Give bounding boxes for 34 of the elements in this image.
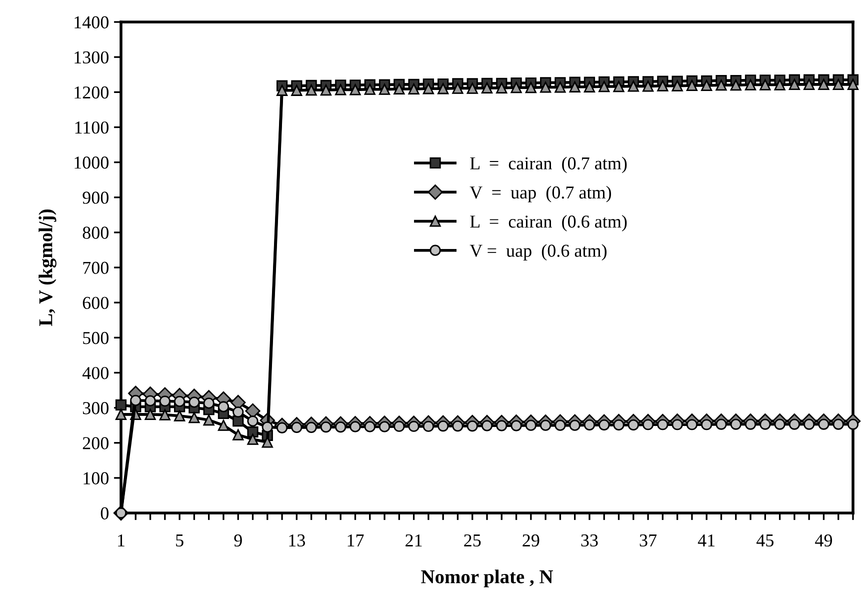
y-tick-label: 400 — [82, 366, 109, 380]
y-tick-label: 600 — [82, 296, 109, 310]
x-tick-label: 37 — [640, 534, 657, 547]
y-tick-label: 500 — [83, 332, 109, 344]
x-tick-label: 21 — [406, 534, 422, 546]
x-tick-label: 13 — [289, 534, 306, 547]
y-tick-label: 1200 — [74, 86, 109, 99]
y-tick-label: 0 — [100, 507, 109, 520]
y-tick-label: 1100 — [75, 121, 109, 134]
legend-label: L = cairan (0.6 atm) — [470, 215, 627, 232]
x-tick-label: 29 — [522, 534, 540, 547]
legend-label: V = uap (0.7 atm) — [470, 186, 612, 202]
legend-label: V = uap (0.6 atm) — [470, 244, 607, 261]
x-tick-label: 17 — [348, 534, 364, 546]
y-tick-label: 700 — [83, 262, 109, 274]
x-tick-label: 25 — [464, 534, 481, 547]
x-tick-label: 49 — [815, 534, 832, 547]
legend-label: L = cairan (0.7 atm) — [470, 156, 627, 174]
y-axis-title: L, V (kgmol/j) — [38, 210, 56, 326]
y-tick-label: 900 — [82, 192, 109, 204]
y-tick-label: 1400 — [74, 16, 109, 28]
x-axis-title: Nomor plate , N — [421, 570, 553, 588]
y-tick-label: 300 — [82, 402, 109, 414]
y-tick-label: 1000 — [74, 156, 109, 169]
x-tick-label: 33 — [581, 534, 598, 547]
x-tick-label: 5 — [176, 534, 184, 547]
x-tick-label: 41 — [698, 534, 715, 546]
x-tick-label: 1 — [118, 534, 124, 546]
x-tick-label: 9 — [234, 534, 242, 547]
y-tick-label: 800 — [82, 226, 109, 239]
x-tick-label: 45 — [756, 534, 774, 547]
y-tick-label: 200 — [82, 437, 109, 450]
y-tick-label: 1300 — [74, 51, 109, 64]
y-tick-label: 100 — [84, 472, 109, 484]
